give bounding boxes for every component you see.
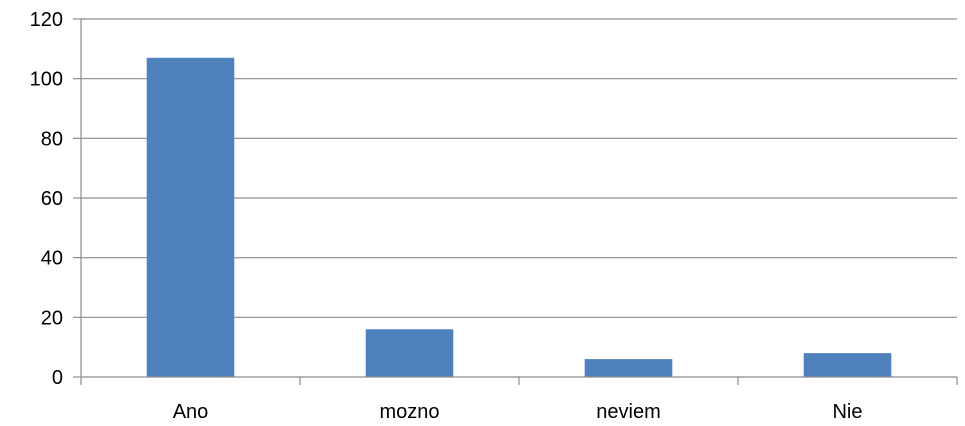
y-tick-label: 80 [41,128,63,150]
x-tick-label: neviem [596,401,660,423]
x-tick-label: Ano [173,401,209,423]
x-tick-label: Nie [832,401,862,423]
y-tick-label: 120 [30,9,63,31]
y-tick-labels: 0 20 40 60 80 100 120 [30,9,63,389]
bar-neviem [584,359,673,377]
bar-ano [146,57,235,378]
bar-mozno [365,329,454,377]
y-tick-label: 60 [41,188,63,210]
y-tick-label: 40 [41,248,63,270]
x-tick-labels: Ano mozno neviem Nie [173,401,863,423]
y-tick-label: 20 [41,307,63,329]
axes [73,18,958,385]
x-tick-label: mozno [379,401,439,423]
bars [146,57,892,378]
bar-nie [803,353,892,377]
y-tick-label: 0 [52,367,63,389]
y-tick-label: 100 [30,69,63,91]
